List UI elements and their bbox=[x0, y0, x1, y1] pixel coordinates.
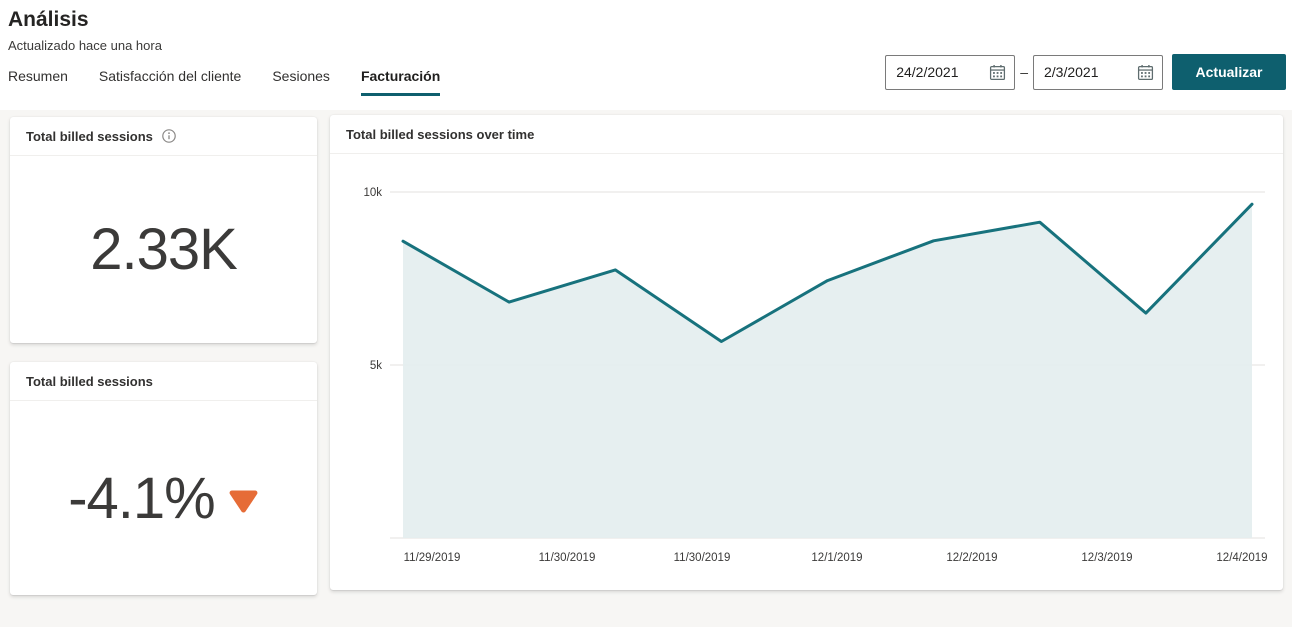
dashboard-content: Total billed sessions 2.33K Total billed… bbox=[0, 110, 1292, 627]
tab-bar: Resumen Satisfacción del cliente Sesiones F… bbox=[8, 68, 441, 96]
kpi-change-value: -4.1% bbox=[68, 465, 216, 531]
last-updated-text: Actualizado hace una hora bbox=[8, 38, 162, 53]
card-body: 2.33K bbox=[10, 156, 317, 343]
tab-resumen[interactable]: Resumen bbox=[8, 68, 68, 84]
x-axis-label: 12/2/2019 bbox=[946, 552, 997, 564]
card-body: -4.1% bbox=[10, 401, 317, 595]
billed-sessions-change-card: Total billed sessions -4.1% bbox=[10, 362, 317, 595]
chart-area-fill bbox=[403, 204, 1252, 538]
card-title: Total billed sessions bbox=[26, 128, 153, 144]
end-date-input[interactable]: 2/3/2021 bbox=[1033, 54, 1163, 90]
y-axis-label: 5k bbox=[370, 360, 382, 372]
kpi-total-value: 2.33K bbox=[90, 217, 238, 282]
card-header: Total billed sessions over time bbox=[330, 115, 1283, 154]
date-range-separator: – bbox=[1020, 64, 1028, 80]
x-axis-label: 12/3/2019 bbox=[1081, 552, 1132, 564]
calendar-icon[interactable] bbox=[1137, 64, 1154, 81]
tab-sesiones[interactable]: Sesiones bbox=[272, 68, 330, 84]
card-title: Total billed sessions bbox=[26, 373, 153, 389]
card-header: Total billed sessions bbox=[10, 362, 317, 401]
x-axis-label: 12/4/2019 bbox=[1216, 552, 1267, 564]
calendar-icon[interactable] bbox=[989, 64, 1006, 81]
start-date-input[interactable]: 24/2/2021 bbox=[885, 54, 1016, 90]
chart-title: Total billed sessions over time bbox=[346, 126, 535, 142]
tab-satisfaccion-del-cliente[interactable]: Satisfacción del cliente bbox=[98, 68, 242, 84]
chart-area: 5k 10k 11/29/2019 11/30/2019 11/30/2019 12/1/… bbox=[330, 154, 1283, 590]
end-date-value: 2/3/2021 bbox=[1044, 64, 1099, 80]
chart-card: Total billed sessions over time 5k 10k 11/… bbox=[330, 115, 1283, 590]
x-axis-label: 11/30/2019 bbox=[539, 552, 596, 564]
info-icon[interactable] bbox=[161, 128, 177, 144]
total-billed-sessions-card: Total billed sessions 2.33K bbox=[10, 117, 317, 343]
card-header: Total billed sessions bbox=[10, 117, 317, 156]
billed-sessions-over-time-chart[interactable]: 5k 10k 11/29/2019 11/30/2019 11/30/2019 12/1/… bbox=[330, 154, 1283, 589]
update-button[interactable]: Actualizar bbox=[1172, 54, 1286, 90]
y-axis-label: 10k bbox=[363, 187, 382, 199]
x-axis-label: 12/1/2019 bbox=[811, 552, 862, 564]
x-axis-label: 11/29/2019 bbox=[404, 552, 461, 564]
x-axis-label: 11/30/2019 bbox=[674, 552, 731, 564]
chart-line bbox=[401, 202, 1254, 343]
start-date-value: 24/2/2021 bbox=[896, 64, 959, 80]
tab-facturacion[interactable]: Facturación bbox=[360, 68, 441, 96]
page-title: Análisis bbox=[8, 8, 89, 31]
trend-down-icon bbox=[229, 489, 258, 513]
page-header: Análisis Actualizado hace una hora Resum… bbox=[0, 0, 1292, 110]
date-range-controls: 24/2/2021 – 2/3/2021 bbox=[885, 54, 1286, 90]
